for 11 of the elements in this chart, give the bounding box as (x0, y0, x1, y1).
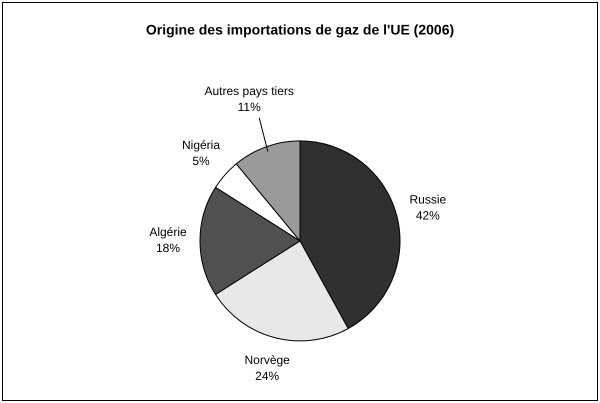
data-label: 42% (416, 208, 440, 222)
slice-label: Nigéria (182, 138, 220, 152)
data-label: 11% (238, 100, 262, 114)
data-label: 5% (192, 154, 210, 168)
data-label: 18% (156, 241, 180, 256)
slice-label: Norvège (244, 353, 290, 368)
data-label: 24% (255, 369, 280, 384)
slice-label: Algérie (149, 225, 187, 240)
chart-title: Origine des importations de gaz de l'UE (2006) (146, 21, 454, 38)
slice-label: Russie (410, 192, 447, 206)
slice-label: Autres pays tiers (204, 84, 294, 98)
